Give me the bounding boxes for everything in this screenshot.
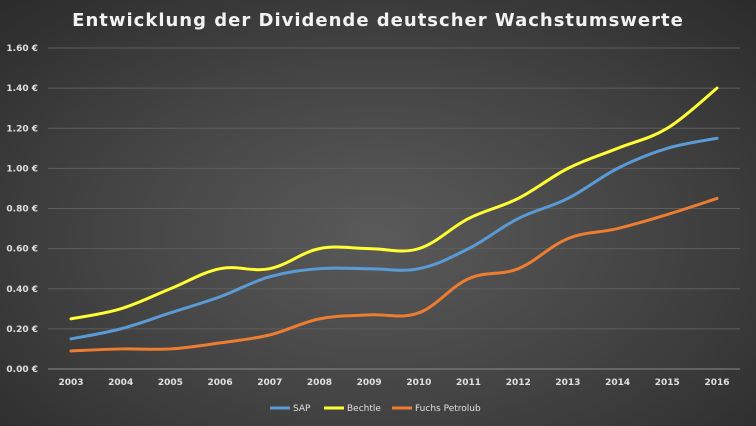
chart-title: Entwicklung der Dividende deutscher Wach… [72, 10, 684, 31]
x-tick-label: 2006 [208, 378, 233, 388]
x-tick-label: 2009 [357, 378, 382, 388]
y-tick-label: 1.00 € [6, 164, 38, 174]
y-tick-label: 0.40 € [6, 285, 38, 295]
y-tick-label: 0.80 € [6, 205, 38, 215]
legend-label: Fuchs Petrolub [415, 404, 481, 414]
y-tick-label: 1.60 € [6, 44, 38, 54]
legend-label: Bechtle [347, 404, 381, 414]
y-tick-label: 1.40 € [6, 84, 38, 94]
x-tick-label: 2011 [456, 378, 481, 388]
x-tick-label: 2014 [605, 378, 630, 388]
series-line-bechtle [69, 86, 719, 321]
series-line-fuchs-petrolub [69, 196, 719, 353]
y-tick-label: 1.20 € [6, 124, 38, 134]
x-tick-label: 2003 [58, 378, 83, 388]
y-tick-label: 0.00 € [6, 365, 38, 375]
x-tick-label: 2013 [555, 378, 580, 388]
y-tick-label: 0.20 € [6, 325, 38, 335]
legend-label: SAP [293, 404, 311, 414]
x-tick-label: 2016 [704, 378, 729, 388]
series-line-sap [69, 136, 719, 341]
x-tick-label: 2010 [406, 378, 431, 388]
x-tick-label: 2005 [158, 378, 183, 388]
x-tick-label: 2012 [506, 378, 531, 388]
x-tick-label: 2008 [307, 378, 332, 388]
x-tick-label: 2015 [655, 378, 680, 388]
y-tick-label: 0.60 € [6, 245, 38, 255]
x-tick-label: 2007 [257, 378, 282, 388]
x-tick-label: 2004 [108, 378, 133, 388]
